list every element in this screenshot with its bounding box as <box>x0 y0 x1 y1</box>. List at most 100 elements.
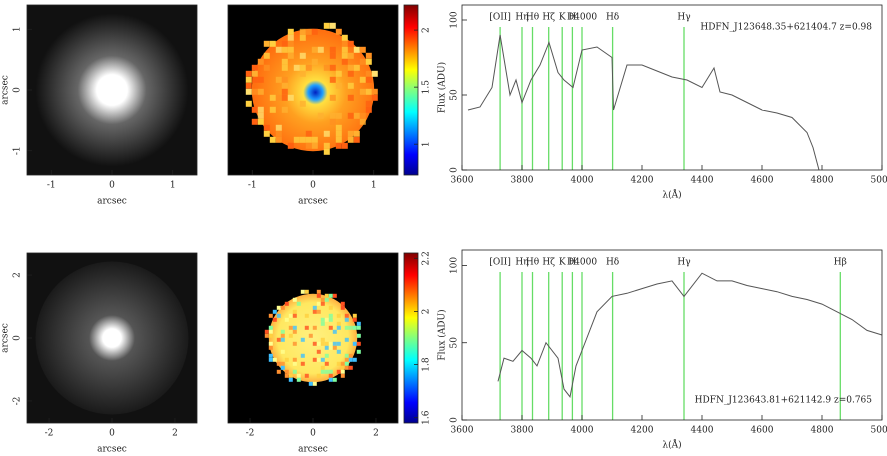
x-tick-label: -1 <box>248 181 257 191</box>
map-pixel <box>365 100 372 107</box>
axes-frame <box>461 4 883 171</box>
map-pixel <box>245 82 252 89</box>
map-pixel <box>320 297 325 302</box>
y-tick-label: 1 <box>13 26 23 32</box>
map-pixel <box>340 305 345 310</box>
map-pixel <box>359 88 366 95</box>
map-pixel <box>316 289 321 294</box>
map-pixel <box>251 118 258 125</box>
colorbar-tick-label: 1.8 <box>422 357 432 372</box>
map-pixel <box>353 64 360 71</box>
map-pixel <box>356 341 361 346</box>
map-pixel <box>356 349 361 354</box>
map-pixel <box>305 142 312 149</box>
y-axis-label: arcsec <box>1 75 11 105</box>
x-tick-label: 3800 <box>511 176 534 186</box>
map-pixel <box>245 70 252 77</box>
feature-label: D4000 <box>567 13 597 23</box>
map-pixel <box>356 325 361 330</box>
map-pixel <box>332 293 337 298</box>
colorbar <box>403 252 419 424</box>
feature-label: [OII] <box>489 258 511 268</box>
map-pixel <box>272 357 277 362</box>
map-pixel <box>328 305 333 310</box>
map-pixel <box>328 313 333 318</box>
colorbar-tick-label: 1 <box>422 141 432 147</box>
map-pixel <box>329 76 336 83</box>
map-pixel <box>329 112 336 119</box>
map-pixel <box>336 361 341 366</box>
map-pixel <box>288 377 293 382</box>
map-pixel <box>344 361 349 366</box>
map-pixel <box>276 369 281 374</box>
map-pixel <box>317 46 324 53</box>
y-tick-label: 0 <box>450 417 460 423</box>
map-pixel <box>336 313 341 318</box>
map-pixel <box>268 341 273 346</box>
x-tick-label: 0 <box>310 181 316 191</box>
map-pixel <box>276 305 281 310</box>
map-pixel <box>276 361 281 366</box>
map-pixel <box>293 64 300 71</box>
map-pixel <box>344 337 349 342</box>
feature-label: Hζ <box>542 13 555 23</box>
map-pixel <box>292 341 297 346</box>
map-pixel <box>353 130 360 137</box>
map-pixel <box>323 142 330 149</box>
map-pixel <box>356 333 361 338</box>
map-pixel <box>304 289 309 294</box>
map-pixel <box>287 40 294 47</box>
map-pixel <box>347 70 354 77</box>
map-pixel <box>347 130 354 137</box>
colorbar <box>403 4 419 176</box>
map-pixel <box>329 64 336 71</box>
map-pixel <box>317 112 324 119</box>
map-pixel <box>312 341 317 346</box>
map-pixel <box>281 64 288 71</box>
map-pixel <box>324 353 329 358</box>
map-pixel <box>341 46 348 53</box>
map-pixel <box>281 88 288 95</box>
map-pixel <box>312 381 317 386</box>
map-pixel <box>300 353 305 358</box>
map-pixel <box>251 70 258 77</box>
map-pixel <box>320 301 325 306</box>
spectrum-line <box>497 272 883 398</box>
map-pixel <box>272 309 277 314</box>
y-tick-label: 0 <box>450 167 460 173</box>
map-pixel <box>263 124 270 131</box>
x-tick-label: 0 <box>310 429 316 439</box>
map-pixel <box>268 345 273 350</box>
map-pixel <box>275 76 282 83</box>
map-pixel <box>335 112 342 119</box>
map-pixel <box>275 46 282 53</box>
y-tick-label: 50 <box>450 337 460 349</box>
map-pixel <box>324 317 329 322</box>
y-tick-label: -1 <box>13 146 23 155</box>
map-pixel <box>311 28 318 35</box>
annotation: HDFN_J123643.81+621142.9 z=0.765 <box>695 396 873 406</box>
map-pixel <box>299 52 306 59</box>
map-pixel <box>324 297 329 302</box>
map-pixel <box>359 118 366 125</box>
x-tick-label: -2 <box>45 429 54 439</box>
y-tick-label: 50 <box>450 89 460 101</box>
map-pixel <box>284 317 289 322</box>
map-pixel <box>352 325 357 330</box>
map-pixel <box>323 64 330 71</box>
x-tick-label: 2 <box>373 429 379 439</box>
x-tick-label: 4400 <box>691 176 714 186</box>
map-pixel <box>288 313 293 318</box>
map-pixel <box>288 373 293 378</box>
map-pixel <box>305 136 312 143</box>
x-tick-label: 4800 <box>811 176 834 186</box>
map-pixel <box>287 28 294 35</box>
map-pixel <box>336 325 341 330</box>
map-pixel <box>287 52 294 59</box>
map-pixel <box>280 337 285 342</box>
map-pixel <box>359 58 366 65</box>
x-axis-label: arcsec <box>298 445 328 455</box>
feature-label: H <box>568 13 576 23</box>
map-pixel <box>299 100 306 107</box>
map-pixel <box>347 112 354 119</box>
